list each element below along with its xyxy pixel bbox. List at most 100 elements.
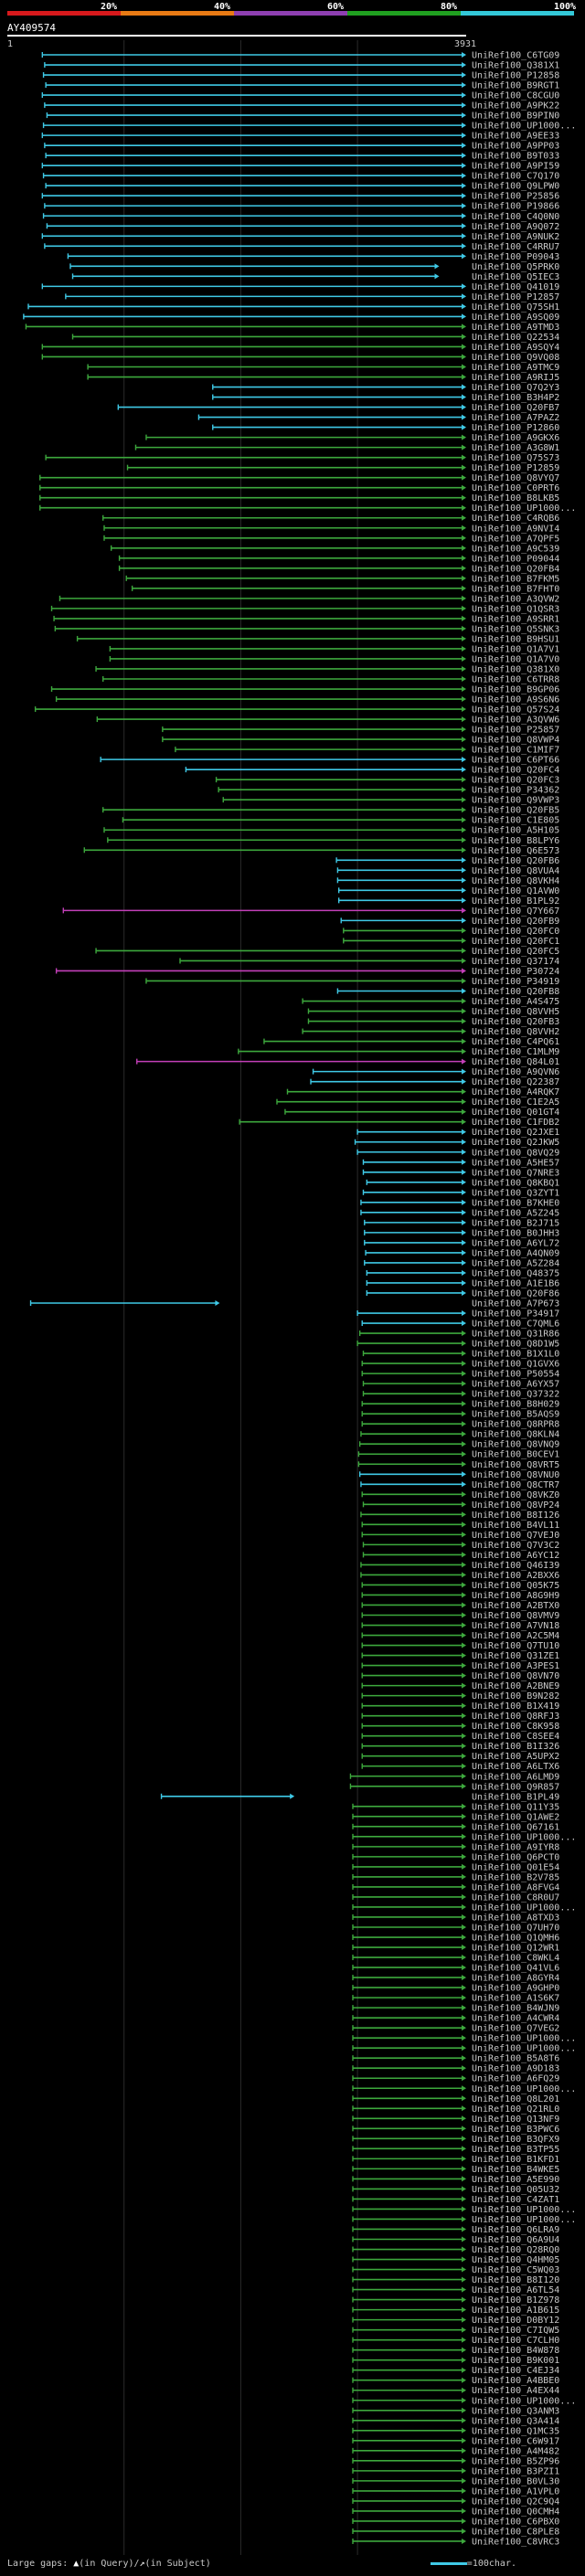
hit-label[interactable]: UniRef100_UP1000...	[472, 2044, 576, 2054]
hit-row[interactable]: UniRef100_B8H029	[361, 1400, 559, 1410]
hit-label[interactable]: UniRef100_A9SQY4	[472, 343, 559, 353]
hit-row[interactable]: UniRef100_UP1000...	[39, 504, 577, 514]
hit-row[interactable]: UniRef100_A4RQK7	[286, 1087, 559, 1097]
hit-label[interactable]: UniRef100_C4PQ61	[472, 1037, 559, 1047]
hit-row[interactable]: UniRef100_Q1GVX6	[361, 1360, 559, 1370]
hit-label[interactable]: UniRef100_B5A8T6	[472, 2054, 559, 2064]
hit-row[interactable]: UniRef100_UP1000...	[352, 2215, 576, 2225]
hit-label[interactable]: UniRef100_Q01GT4	[472, 1108, 559, 1118]
hit-label[interactable]: UniRef100_P50554	[472, 1370, 559, 1380]
hit-label[interactable]: UniRef100_B2J715	[472, 1218, 559, 1228]
hit-row[interactable]: UniRef100_Q3A414	[352, 2416, 559, 2426]
hit-label[interactable]: UniRef100_A2BNE9	[472, 1681, 559, 1691]
hit-row[interactable]: UniRef100_B5ZP96	[352, 2456, 559, 2466]
hit-label[interactable]: UniRef100_C4ZAT1	[472, 2195, 559, 2205]
hit-row[interactable]: UniRef100_Q8VNQ9	[358, 1440, 560, 1450]
hit-label[interactable]: UniRef100_B1KFD1	[472, 2155, 559, 2165]
hit-label[interactable]: UniRef100_A6YC12	[472, 1551, 559, 1561]
hit-row[interactable]: UniRef100_Q6LRA9	[352, 2225, 559, 2235]
hit-label[interactable]: UniRef100_UP1000...	[472, 2215, 576, 2225]
hit-row[interactable]: UniRef100_Q31R86	[358, 1330, 560, 1340]
hit-label[interactable]: UniRef100_A7QPF5	[472, 534, 559, 544]
hit-label[interactable]: UniRef100_P34917	[472, 1309, 559, 1320]
hit-label[interactable]: UniRef100_A9PP03	[472, 142, 559, 152]
hit-label[interactable]: UniRef100_A9IYR8	[472, 1842, 559, 1852]
hit-row[interactable]: UniRef100_Q8VP24	[362, 1500, 559, 1511]
hit-label[interactable]: UniRef100_Q8VNQ9	[472, 1440, 559, 1450]
hit-row[interactable]: UniRef100_Q8RFJ3	[361, 1712, 559, 1722]
hit-row[interactable]: UniRef100_P12859	[126, 463, 560, 473]
hit-label[interactable]: UniRef100_B9T033	[472, 152, 559, 162]
hit-label[interactable]: UniRef100_Q6LRA9	[472, 2225, 559, 2235]
hit-label[interactable]: UniRef100_C8VRC3	[472, 2537, 559, 2547]
hit-label[interactable]: UniRef100_B5ZP96	[472, 2456, 559, 2466]
hit-label[interactable]: UniRef100_Q8VYQ7	[472, 473, 559, 483]
hit-row[interactable]: UniRef100_Q37322	[362, 1390, 559, 1400]
hit-label[interactable]: UniRef100_Q1QSR3	[472, 604, 559, 614]
hit-row[interactable]: UniRef100_UP1000...	[42, 122, 577, 132]
hit-label[interactable]: UniRef100_UP1000...	[472, 2205, 576, 2215]
hit-label[interactable]: UniRef100_Q8D1W5	[472, 1340, 559, 1350]
hit-row[interactable]: UniRef100_Q01E54	[352, 1862, 559, 1872]
hit-label[interactable]: UniRef100_C1MIF7	[472, 746, 559, 756]
hit-row[interactable]: UniRef100_Q67161	[352, 1822, 559, 1832]
hit-row[interactable]: UniRef100_C8VRC3	[352, 2537, 559, 2547]
hit-label[interactable]: UniRef100_A9GKX6	[472, 433, 559, 443]
hit-row[interactable]: UniRef100_A8TXD3	[352, 1913, 559, 1923]
hit-label[interactable]: UniRef100_A8FVG4	[472, 1882, 559, 1892]
hit-label[interactable]: UniRef100_C1MLM9	[472, 1047, 559, 1057]
hit-label[interactable]: UniRef100_Q5PRK0	[472, 262, 559, 272]
hit-label[interactable]: UniRef100_Q7NRE3	[472, 1168, 559, 1178]
hit-row[interactable]: UniRef100_A4S475	[302, 997, 559, 1007]
hit-label[interactable]: UniRef100_C6PT66	[472, 756, 559, 766]
hit-label[interactable]: UniRef100_C4Q0N0	[472, 212, 559, 222]
hit-row[interactable]: UniRef100_C6W917	[352, 2436, 559, 2446]
hit-label[interactable]: UniRef100_A3PES1	[472, 1661, 559, 1671]
hit-label[interactable]: UniRef100_Q0CMH4	[472, 2507, 559, 2517]
hit-row[interactable]: UniRef100_Q37174	[179, 957, 559, 967]
hit-row[interactable]: UniRef100_Q57S24	[34, 705, 560, 716]
hit-label[interactable]: UniRef100_Q5SNK3	[472, 624, 559, 634]
hit-label[interactable]: UniRef100_A9C539	[472, 544, 559, 554]
hit-label[interactable]: UniRef100_Q20FB3	[472, 1017, 559, 1027]
hit-label[interactable]: UniRef100_Q7VEJ0	[472, 1531, 559, 1541]
hit-row[interactable]: UniRef100_A2BTX0	[361, 1601, 559, 1611]
hit-label[interactable]: UniRef100_A9NUK2	[472, 232, 559, 242]
hit-row[interactable]: UniRef100_C8SEE4	[361, 1732, 559, 1742]
hit-row[interactable]: UniRef100_A9S6N6	[55, 695, 560, 705]
hit-label[interactable]: UniRef100_B1X419	[472, 1701, 559, 1712]
hit-label[interactable]: UniRef100_A5E990	[472, 2175, 559, 2185]
hit-label[interactable]: UniRef100_Q20FC0	[472, 927, 559, 937]
hit-row[interactable]: UniRef100_C6PBX0	[352, 2517, 559, 2527]
hit-label[interactable]: UniRef100_C6W917	[472, 2436, 559, 2446]
hit-row[interactable]: UniRef100_A9SQY4	[41, 343, 559, 353]
hit-label[interactable]: UniRef100_B2V785	[472, 1872, 559, 1882]
hit-label[interactable]: UniRef100_A1S6K7	[472, 1994, 559, 2004]
hit-label[interactable]: UniRef100_C7QML6	[472, 1320, 559, 1330]
hit-row[interactable]: UniRef100_B8LKB5	[39, 493, 560, 504]
hit-label[interactable]: UniRef100_Q8RFJ3	[472, 1712, 559, 1722]
hit-label[interactable]: UniRef100_B4W878	[472, 2346, 559, 2356]
hit-label[interactable]: UniRef100_Q5IEC3	[472, 272, 559, 282]
hit-row[interactable]: UniRef100_B1X419	[361, 1701, 559, 1712]
hit-row[interactable]: UniRef100_Q84L01	[136, 1057, 560, 1067]
hit-label[interactable]: UniRef100_Q05K75	[472, 1581, 559, 1591]
hit-row[interactable]: UniRef100_Q20F86	[366, 1288, 559, 1299]
hit-row[interactable]: UniRef100_B1X1L0	[362, 1350, 559, 1360]
hit-label[interactable]: UniRef100_Q57S24	[472, 705, 559, 716]
hit-label[interactable]: UniRef100_Q22534	[472, 333, 559, 343]
hit-row[interactable]: UniRef100_Q22387	[310, 1077, 559, 1087]
hit-row[interactable]: UniRef100_B1Z978	[352, 2295, 559, 2306]
hit-label[interactable]: UniRef100_B9GP06	[472, 685, 559, 695]
hit-label[interactable]: UniRef100_Q67161	[472, 1822, 559, 1832]
hit-row[interactable]: UniRef100_Q7Y667	[62, 906, 559, 917]
hit-row[interactable]: UniRef100_Q8CTR7	[360, 1480, 559, 1490]
hit-row[interactable]: UniRef100_C1MLM9	[238, 1047, 559, 1057]
hit-row[interactable]: UniRef100_Q7VEJ0	[361, 1531, 559, 1541]
hit-row[interactable]: UniRef100_P19866	[44, 202, 559, 212]
hit-row[interactable]: UniRef100_Q11Y35	[352, 1802, 559, 1812]
hit-row[interactable]: UniRef100_UP1000...	[352, 1832, 576, 1842]
hit-row[interactable]: UniRef100_A5H105	[103, 826, 559, 836]
hit-row[interactable]: UniRef100_Q20FB9	[340, 917, 559, 927]
hit-row[interactable]: UniRef100_A9QVN6	[312, 1067, 560, 1077]
